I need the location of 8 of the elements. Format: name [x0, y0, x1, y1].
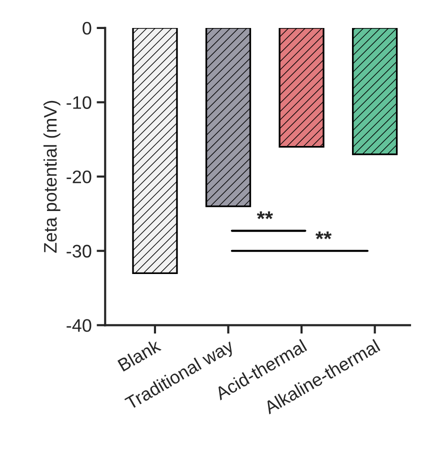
- y-tick-label: -20: [66, 170, 92, 184]
- y-tick-label: -30: [66, 244, 92, 258]
- y-axis-title: Zeta potential (mV): [43, 100, 60, 253]
- y-tick-label: 0: [82, 22, 92, 35]
- y-tick-label: -40: [66, 319, 92, 332]
- annotation: **: [315, 231, 332, 240]
- annotation: **: [256, 211, 273, 220]
- y-tick-label: -10: [66, 96, 92, 109]
